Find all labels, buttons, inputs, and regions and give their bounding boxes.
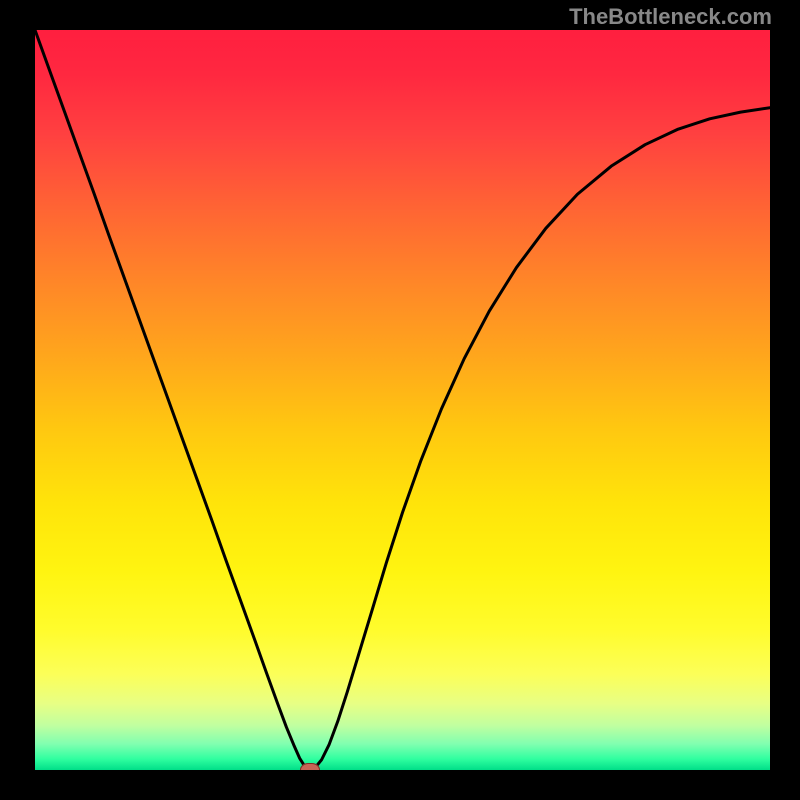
curve-path bbox=[35, 30, 770, 770]
watermark-text: TheBottleneck.com bbox=[569, 4, 772, 30]
chart-frame: TheBottleneck.com bbox=[0, 0, 800, 800]
plot-area bbox=[35, 30, 770, 770]
optimal-point-marker bbox=[300, 763, 320, 770]
performance-curve bbox=[35, 30, 770, 770]
